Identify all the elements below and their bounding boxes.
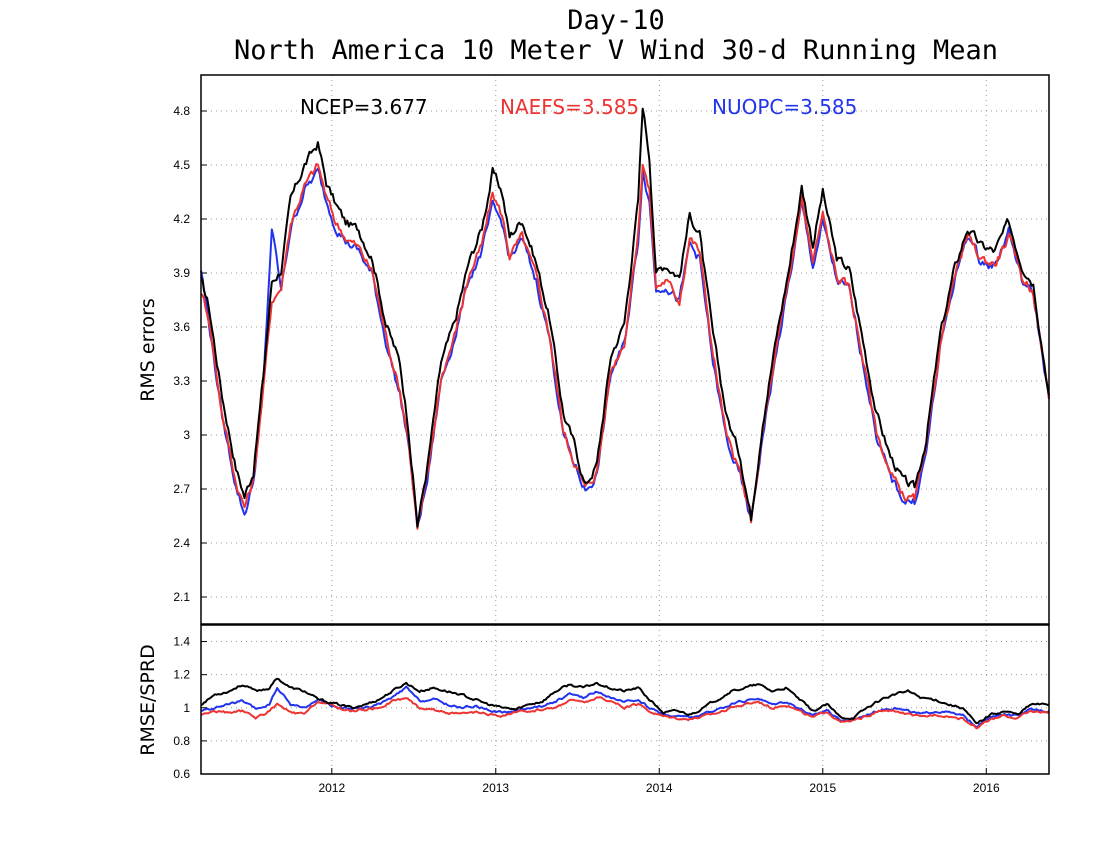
xtick-label-2015: 2015 [809,781,836,795]
bottom-ytick-label-3: 1.2 [173,668,190,682]
bottom-ytick-label-1: 0.8 [173,734,190,748]
xtick-label-2014: 2014 [646,781,673,795]
bottom-panel-grid [201,625,1049,775]
legend-entry-ncep: NCEP=3.677 [300,95,428,119]
chart-title-line1: Day-10 [567,5,665,36]
rms-series-ncep [200,107,1050,528]
xtick-label-2012: 2012 [318,781,345,795]
legend-entry-naefs: NAEFS=3.585 [500,95,639,119]
top-ytick-label-5: 3.6 [173,320,190,334]
bottom-y-axis-label: RMSE/SPRD [137,644,159,755]
bottom-ytick-label-0: 0.6 [173,767,190,781]
top-panel-y-ticks: 2.1 2.4 2.7 3 3.3 3.6 3.9 4.2 4.5 4.8 [173,104,207,604]
top-panel-series [200,107,1050,530]
legend: NCEP=3.677 NAEFS=3.585 NUOPC=3.585 [300,95,857,119]
top-ytick-label-0: 2.1 [173,590,190,604]
ratio-series-ncep [200,677,1050,725]
top-ytick-label-4: 3.3 [173,374,190,388]
bottom-panel-frame [200,624,1050,775]
top-ytick-label-7: 4.2 [173,212,190,226]
rms-series-naefs [200,163,1050,530]
top-ytick-label-8: 4.5 [173,158,190,172]
bottom-panel-series [200,677,1050,730]
top-ytick-label-9: 4.8 [173,104,190,118]
bottom-ytick-label-4: 1.4 [173,635,190,649]
top-ytick-label-2: 2.7 [173,482,190,496]
xtick-label-2016: 2016 [973,781,1000,795]
xtick-label-2013: 2013 [482,781,509,795]
ratio-series-naefs [200,696,1049,730]
x-axis-ticks: 2012 2013 2014 2015 2016 [318,768,1000,795]
chart-title-line2: North America 10 Meter V Wind 30-d Runni… [234,35,998,66]
legend-entry-nuopc: NUOPC=3.585 [712,95,857,119]
bottom-panel-y-ticks: 0.6 0.8 1 1.2 1.4 [173,635,207,781]
bottom-ytick-label-2: 1 [183,701,190,715]
top-ytick-label-3: 3 [183,428,190,442]
top-panel-frame [200,74,1050,625]
top-panel-grid [201,75,1049,624]
top-y-axis-label: RMS errors [137,298,159,402]
top-ytick-label-1: 2.4 [173,536,190,550]
top-ytick-label-6: 3.9 [173,266,190,280]
ratio-series-nuopc [200,685,1050,729]
